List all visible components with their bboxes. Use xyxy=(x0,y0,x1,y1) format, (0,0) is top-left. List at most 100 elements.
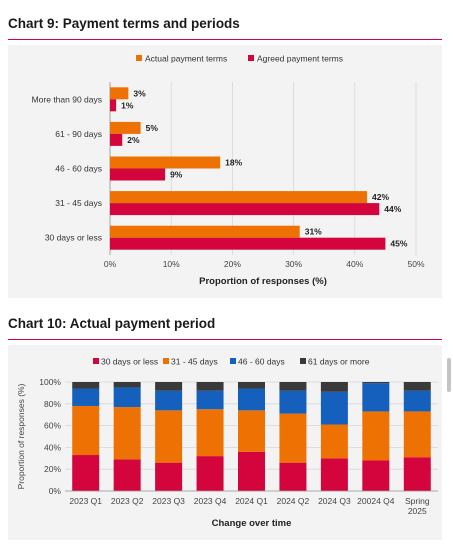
chart9-bar-agreed xyxy=(110,203,380,216)
chart10-category-label: 2024 Q3 xyxy=(318,496,351,506)
chart10-legend-label-3: 61 days or more xyxy=(308,357,370,367)
chart10-legend-swatch-0 xyxy=(93,358,99,364)
chart9-panel: Actual payment terms Agreed payment terms… xyxy=(8,45,442,298)
chart10-y-axis-title: Proportion of responses (%) xyxy=(16,383,26,489)
chart10-bar-segment-1 xyxy=(403,411,431,458)
chart10-bar-segment-2 xyxy=(72,388,100,406)
chart10-x-axis-title: Change over time xyxy=(212,518,292,529)
chart9-legend-swatch-0 xyxy=(136,55,142,61)
chart9-data-label: 5% xyxy=(146,123,159,133)
chart10-category-label: Spring 2025 xyxy=(405,496,430,516)
chart10-bar-segment-0 xyxy=(320,458,348,491)
chart9-x-tick-label: 40% xyxy=(346,259,363,269)
chart9-category-label: 31 - 45 days xyxy=(55,198,102,208)
chart9-category-label: 30 days or less xyxy=(45,233,102,243)
chart9-data-label: 45% xyxy=(390,239,407,249)
chart10-bar-segment-0 xyxy=(279,462,307,491)
chart9-bar-actual xyxy=(110,121,141,134)
chart10-category-label: 2023 Q3 xyxy=(152,496,185,506)
chart10-bar-segment-0 xyxy=(403,457,431,491)
chart10-bar-segment-3 xyxy=(113,382,141,388)
chart10-plot: 30 days or less 31 - 45 days 46 - 60 days 6… xyxy=(16,357,438,529)
chart9-bar-actual xyxy=(110,191,368,204)
chart10-legend: 30 days or less 31 - 45 days 46 - 60 days 6… xyxy=(93,357,370,367)
chart10-title: Chart 10: Actual payment period xyxy=(8,316,216,331)
chart10-legend-label-2: 46 - 60 days xyxy=(238,357,285,367)
chart9-x-tick-label: 50% xyxy=(407,259,424,269)
chart10-bar-segment-1 xyxy=(320,424,348,459)
chart10-bar-segment-0 xyxy=(362,460,390,491)
chart9-title-rule xyxy=(8,39,442,40)
chart10-bar-segment-0 xyxy=(72,455,100,491)
chart10-bar-segment-3 xyxy=(403,382,431,391)
chart10-legend-label-1: 31 - 45 days xyxy=(171,357,218,367)
chart10-bar-segment-2 xyxy=(320,391,348,425)
chart10-legend-swatch-2 xyxy=(230,358,236,364)
chart10-category-label: 2024 Q1 xyxy=(235,496,268,506)
chart10-bar-segment-0 xyxy=(196,456,224,491)
chart10-y-tick-label: 40% xyxy=(44,442,61,452)
chart9-category-label: More than 90 days xyxy=(32,94,102,104)
chart10-bar-segment-0 xyxy=(238,451,265,491)
chart10-bar-segment-2 xyxy=(362,383,390,412)
chart10-bar-segment-1 xyxy=(238,410,265,452)
chart9-data-label: 42% xyxy=(372,192,389,202)
chart9-x-tick-label: 10% xyxy=(163,259,180,269)
chart10-bar-segment-3 xyxy=(196,382,224,391)
chart9-data-label: 2% xyxy=(127,135,140,145)
chart10-bar-segment-0 xyxy=(155,462,183,491)
chart10-legend-swatch-1 xyxy=(163,358,169,364)
chart10-y-tick-label: 100% xyxy=(39,377,61,387)
chart9-data-label: 3% xyxy=(133,88,146,98)
chart9-bar-actual xyxy=(110,156,221,169)
chart9-bar-agreed xyxy=(110,237,386,250)
chart10-category-label: 2023 Q4 xyxy=(194,496,227,506)
chart9-bar-actual xyxy=(110,225,300,238)
chart10-bar-segment-1 xyxy=(113,407,141,460)
chart10-bar-segment-2 xyxy=(403,390,431,412)
chart9-legend-swatch-1 xyxy=(248,55,254,61)
chart9-bar-agreed xyxy=(110,168,166,181)
chart10-bar-segment-3 xyxy=(362,382,390,384)
chart10-bar-segment-1 xyxy=(196,409,224,457)
chart9-category-label: 46 - 60 days xyxy=(55,164,102,174)
chart9-x-tick-label: 20% xyxy=(224,259,241,269)
chart9-x-axis-title: Proportion of responses (%) xyxy=(199,276,327,287)
chart10-bar-segment-1 xyxy=(279,413,307,463)
chart10-bar-segment-3 xyxy=(320,382,348,392)
chart10-bar-segment-2 xyxy=(196,390,224,410)
chart9-x-tick-label: 30% xyxy=(285,259,302,269)
chart10-y-tick-label: 60% xyxy=(44,421,61,431)
chart10-bar-segment-2 xyxy=(279,390,307,414)
chart10-bar-segment-1 xyxy=(72,405,100,456)
chart10-bar-segment-3 xyxy=(155,382,183,391)
chart9-data-label: 31% xyxy=(305,227,322,237)
chart10-legend-label-0: 30 days or less xyxy=(101,357,158,367)
chart10-y-tick-label: 20% xyxy=(44,464,61,474)
chart10-category-label: 20024 Q4 xyxy=(357,496,395,506)
chart9-data-label: 18% xyxy=(225,158,242,168)
chart10-bar-segment-2 xyxy=(155,390,183,411)
chart9-legend-label-1: Agreed payment terms xyxy=(257,54,343,64)
chart9-data-label: 9% xyxy=(170,170,183,180)
chart9-x-tick-label: 0% xyxy=(104,259,117,269)
chart9-bar-actual xyxy=(110,87,129,100)
chart9-bar-agreed xyxy=(110,133,123,146)
chart10-bar-segment-1 xyxy=(155,410,183,463)
chart10-bar-segment-1 xyxy=(362,411,390,461)
chart10-panel: 30 days or less 31 - 45 days 46 - 60 days 6… xyxy=(8,345,442,540)
chart9-category-label: 61 - 90 days xyxy=(55,129,102,139)
chart9-plot: Actual payment terms Agreed payment terms… xyxy=(32,54,425,288)
chart10-bar-segment-3 xyxy=(72,382,100,389)
scrollbar-thumb[interactable] xyxy=(447,358,451,392)
chart10-y-tick-label: 80% xyxy=(44,399,61,409)
chart9-data-label: 44% xyxy=(384,204,401,214)
chart10-bar-segment-2 xyxy=(238,388,265,411)
chart10-bar-segment-3 xyxy=(279,382,307,391)
chart10-category-label: 2023 Q1 xyxy=(69,496,102,506)
chart10-legend-swatch-3 xyxy=(300,358,306,364)
chart10-bar-segment-0 xyxy=(113,459,141,491)
chart9-data-label: 1% xyxy=(121,100,134,110)
chart9-legend-label-0: Actual payment terms xyxy=(145,54,227,64)
chart10-y-tick-label: 0% xyxy=(49,486,62,496)
